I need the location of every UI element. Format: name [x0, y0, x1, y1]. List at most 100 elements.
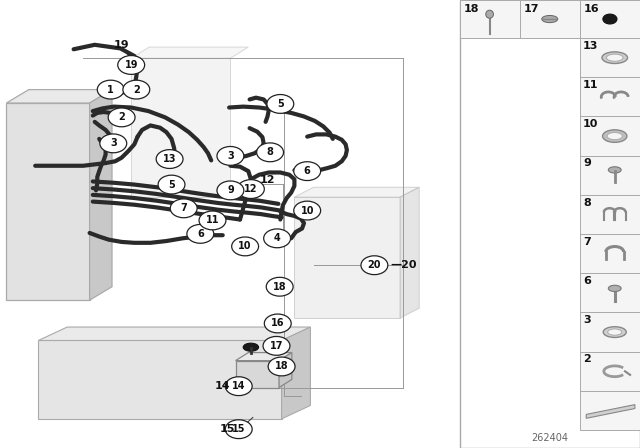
Polygon shape: [38, 327, 310, 340]
Ellipse shape: [602, 52, 628, 64]
Bar: [580, 38, 640, 77]
Text: 1: 1: [108, 85, 114, 95]
Text: 16: 16: [584, 4, 599, 13]
Circle shape: [294, 201, 321, 220]
Ellipse shape: [541, 15, 558, 22]
Bar: [580, 273, 640, 313]
Text: 19: 19: [124, 60, 138, 70]
Text: 2: 2: [118, 112, 125, 122]
Text: 5: 5: [168, 180, 175, 190]
Ellipse shape: [603, 130, 627, 142]
Polygon shape: [586, 405, 635, 418]
Circle shape: [268, 357, 295, 376]
Bar: [580, 78, 640, 116]
Circle shape: [225, 377, 252, 396]
Text: 19: 19: [114, 40, 129, 50]
Circle shape: [170, 199, 197, 218]
Text: 18: 18: [275, 362, 289, 371]
Ellipse shape: [607, 133, 623, 140]
Text: 18: 18: [273, 282, 287, 292]
Circle shape: [123, 80, 150, 99]
Polygon shape: [294, 197, 400, 318]
Circle shape: [266, 277, 293, 296]
Polygon shape: [90, 90, 112, 300]
Circle shape: [118, 56, 145, 74]
Ellipse shape: [608, 329, 622, 335]
Circle shape: [294, 162, 321, 181]
Circle shape: [232, 237, 259, 256]
Circle shape: [264, 314, 291, 333]
Bar: [580, 234, 640, 273]
Circle shape: [264, 229, 291, 248]
Ellipse shape: [609, 285, 621, 292]
Bar: [580, 195, 640, 234]
Bar: [460, 0, 520, 38]
Text: 3: 3: [110, 138, 116, 148]
Text: 3: 3: [227, 151, 234, 161]
Text: 15: 15: [220, 424, 236, 434]
Circle shape: [225, 420, 252, 439]
Circle shape: [361, 256, 388, 275]
Ellipse shape: [603, 14, 617, 24]
Text: 20: 20: [367, 260, 381, 270]
Bar: [580, 0, 640, 38]
Circle shape: [263, 336, 290, 355]
Text: 12: 12: [259, 175, 275, 185]
Ellipse shape: [604, 327, 627, 337]
Bar: [580, 391, 640, 430]
Text: 10: 10: [300, 206, 314, 215]
Polygon shape: [236, 361, 279, 388]
Text: 10: 10: [238, 241, 252, 251]
Ellipse shape: [243, 343, 259, 351]
Text: 14: 14: [232, 381, 246, 391]
Bar: [580, 155, 640, 195]
Ellipse shape: [486, 10, 493, 18]
Text: 9: 9: [583, 158, 591, 168]
Text: 13: 13: [583, 41, 598, 51]
Text: 7: 7: [583, 237, 591, 247]
Circle shape: [199, 211, 226, 230]
Circle shape: [267, 95, 294, 113]
Text: 262404: 262404: [531, 433, 568, 443]
Text: —20: —20: [390, 260, 417, 270]
Ellipse shape: [609, 167, 621, 173]
Text: 15: 15: [232, 424, 246, 434]
Polygon shape: [282, 327, 310, 419]
Text: 11: 11: [583, 80, 598, 90]
Text: 14: 14: [215, 381, 230, 391]
Text: 17: 17: [269, 341, 284, 351]
Bar: [520, 0, 580, 38]
Polygon shape: [131, 58, 230, 197]
Circle shape: [108, 108, 135, 127]
Text: 5: 5: [277, 99, 284, 109]
Circle shape: [257, 143, 284, 162]
Text: 4: 4: [274, 233, 280, 243]
Text: 9: 9: [227, 185, 234, 195]
Polygon shape: [6, 90, 112, 103]
Text: 7: 7: [180, 203, 187, 213]
Circle shape: [187, 224, 214, 243]
Polygon shape: [236, 353, 292, 361]
Text: 17: 17: [524, 4, 539, 13]
Circle shape: [237, 180, 264, 198]
Text: 6: 6: [197, 229, 204, 239]
Text: 8: 8: [267, 147, 273, 157]
Text: 6: 6: [304, 166, 310, 176]
Circle shape: [97, 80, 124, 99]
Polygon shape: [294, 187, 419, 197]
Text: 18: 18: [463, 4, 479, 13]
Bar: [580, 116, 640, 155]
Text: 8: 8: [583, 198, 591, 207]
Bar: [580, 313, 640, 352]
Text: 12: 12: [244, 184, 258, 194]
Circle shape: [100, 134, 127, 153]
Polygon shape: [131, 47, 248, 58]
Text: 16: 16: [271, 319, 285, 328]
Text: 3: 3: [583, 315, 591, 325]
Text: 11: 11: [205, 215, 220, 225]
Circle shape: [217, 181, 244, 200]
Circle shape: [217, 146, 244, 165]
Polygon shape: [6, 103, 90, 300]
Circle shape: [156, 150, 183, 168]
Polygon shape: [279, 353, 292, 388]
